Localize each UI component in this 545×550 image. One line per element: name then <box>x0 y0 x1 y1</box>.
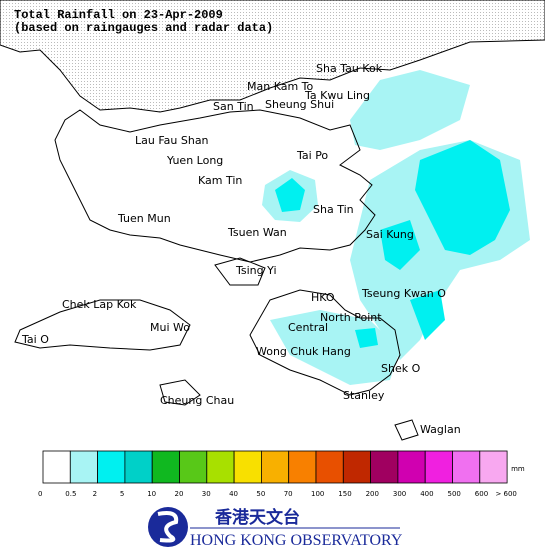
legend-label: 150 <box>338 490 351 498</box>
legend-label: 70 <box>284 490 293 498</box>
legend-label: 100 <box>311 490 324 498</box>
logo: 香港天文台 HONG KONG OBSERVATORY <box>148 507 403 549</box>
legend-label: 50 <box>256 490 265 498</box>
legend-swatch <box>260 450 290 484</box>
legend-label: 40 <box>229 490 238 498</box>
legend-label: 200 <box>366 490 379 498</box>
legend-label: 20 <box>175 490 184 498</box>
map-subtitle: (based on raingauges and radar data) <box>14 21 273 35</box>
legend-label: 0.5 <box>65 490 76 498</box>
mainland <box>0 0 545 113</box>
logo-chinese: 香港天文台 <box>215 507 300 528</box>
legend-unit: mm <box>511 465 525 473</box>
place-label: Tsuen Wan <box>227 226 287 239</box>
place-label: Cheung Chau <box>160 394 234 407</box>
legend-swatch <box>342 450 371 484</box>
place-label: Tai Po <box>296 149 328 162</box>
place-label: Yuen Long <box>166 154 223 167</box>
legend-swatch <box>69 450 99 484</box>
place-label: Sha Tau Kok <box>316 62 383 75</box>
legend-swatch <box>424 450 453 484</box>
legend-label: > 600 <box>495 490 516 498</box>
legend-swatch <box>288 450 317 484</box>
map-title: Total Rainfall on 23-Apr-2009 <box>14 8 223 22</box>
legend-swatch <box>479 450 508 484</box>
place-label: Chek Lap Kok <box>62 298 137 311</box>
legend-label: 500 <box>448 490 461 498</box>
legend-swatch <box>151 450 180 484</box>
legend-label: 5 <box>120 490 124 498</box>
legend-label: 300 <box>393 490 406 498</box>
legend-label: 400 <box>420 490 433 498</box>
legend-swatch <box>233 450 262 484</box>
place-label: Sai Kung <box>366 228 414 241</box>
place-label: Sha Tin <box>313 203 354 216</box>
legend-swatch <box>206 450 235 484</box>
legend-swatch <box>452 450 481 484</box>
legend-label: 30 <box>202 490 211 498</box>
legend-swatch <box>97 450 126 484</box>
legend-swatch <box>370 450 399 484</box>
legend-label: 0 <box>38 490 42 498</box>
place-label: Tuen Mun <box>117 212 171 225</box>
place-label: Waglan <box>420 423 461 436</box>
place-label: Sheung Shui <box>265 98 334 111</box>
legend-label: 600 <box>475 490 488 498</box>
place-label: Stanley <box>343 389 385 402</box>
place-label: Tai O <box>21 333 49 346</box>
place-label: HKO <box>311 291 335 304</box>
rainfall-areas <box>262 70 530 385</box>
place-label: Central <box>288 321 328 334</box>
place-label: San Tin <box>213 100 254 113</box>
place-label: Tsing Yi <box>235 264 277 277</box>
place-label: Man Kam To <box>247 80 314 93</box>
place-label: Tseung Kwan O <box>361 287 446 300</box>
legend-swatch <box>315 450 344 484</box>
logo-english: HONG KONG OBSERVATORY <box>190 532 403 549</box>
place-label: Lau Fau Shan <box>135 134 209 147</box>
place-label: Wong Chuk Hang <box>256 345 351 358</box>
legend-swatch <box>179 450 208 484</box>
legend-swatch <box>42 450 71 484</box>
place-label: Mui Wo <box>150 321 190 334</box>
place-label: North Point <box>320 311 382 324</box>
coastline <box>14 109 419 441</box>
place-label: Ta Kwu Ling <box>304 89 370 102</box>
place-label: Shek O <box>381 362 421 375</box>
legend-swatch <box>124 450 153 484</box>
legend-swatch <box>397 450 426 484</box>
place-label: Kam Tin <box>198 174 242 187</box>
legend-label: 2 <box>93 490 97 498</box>
legend-label: 10 <box>147 490 156 498</box>
